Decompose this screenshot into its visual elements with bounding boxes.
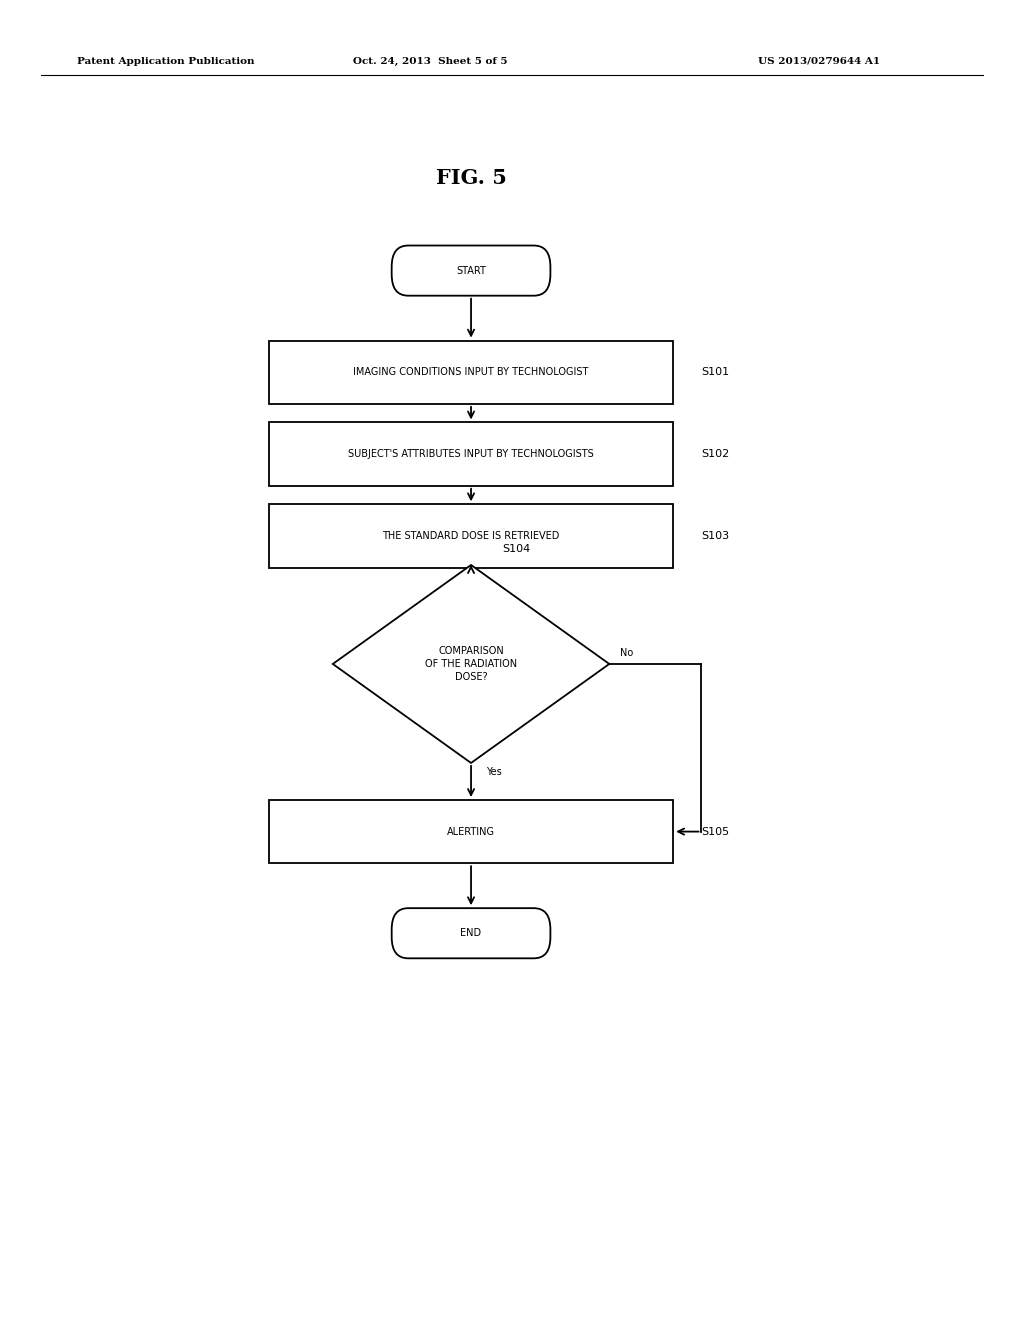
Bar [268,341,674,404]
Text: S102: S102 [701,449,730,459]
Text: END: END [461,928,481,939]
Text: US 2013/0279644 A1: US 2013/0279644 A1 [758,57,881,66]
Text: S104: S104 [502,544,530,554]
Bar [268,800,674,863]
Text: COMPARISON
OF THE RADIATION
DOSE?: COMPARISON OF THE RADIATION DOSE? [425,645,517,682]
Text: S101: S101 [701,367,729,378]
Text: FIG. 5: FIG. 5 [435,168,507,189]
Text: S105: S105 [701,826,729,837]
FancyBboxPatch shape [391,908,551,958]
Text: Patent Application Publication: Patent Application Publication [77,57,254,66]
Text: No: No [620,648,633,659]
Text: IMAGING CONDITIONS INPUT BY TECHNOLOGIST: IMAGING CONDITIONS INPUT BY TECHNOLOGIST [353,367,589,378]
Bar [268,504,674,568]
Polygon shape [333,565,609,763]
Text: Yes: Yes [486,767,502,777]
Text: Oct. 24, 2013  Sheet 5 of 5: Oct. 24, 2013 Sheet 5 of 5 [353,57,507,66]
Text: SUBJECT'S ATTRIBUTES INPUT BY TECHNOLOGISTS: SUBJECT'S ATTRIBUTES INPUT BY TECHNOLOGI… [348,449,594,459]
Bar [268,422,674,486]
Text: S103: S103 [701,531,729,541]
Text: THE STANDARD DOSE IS RETRIEVED: THE STANDARD DOSE IS RETRIEVED [382,531,560,541]
Text: START: START [456,265,486,276]
FancyBboxPatch shape [391,246,551,296]
Text: ALERTING: ALERTING [447,826,495,837]
